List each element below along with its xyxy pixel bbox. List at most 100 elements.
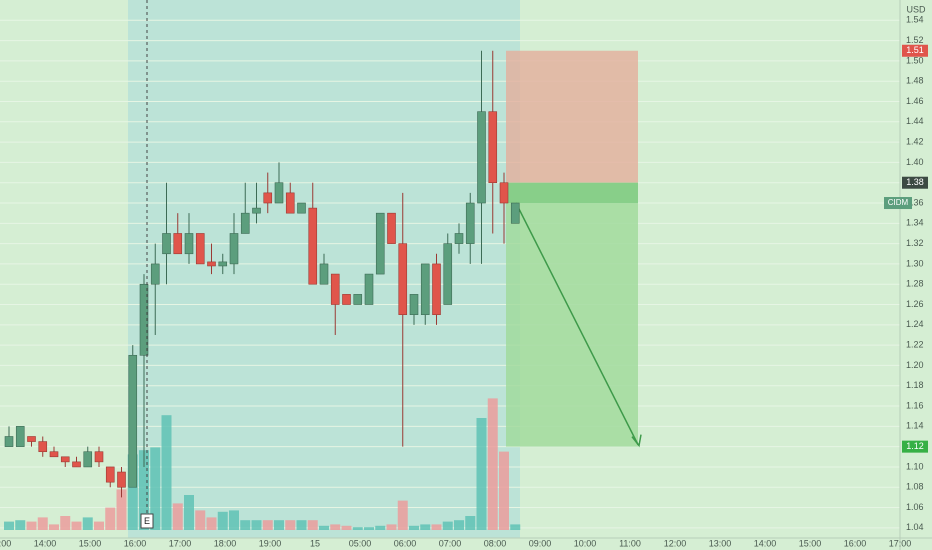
y-tick-label: 1.28 (906, 279, 924, 289)
volume-bar (307, 520, 318, 530)
y-tick-label: 1.22 (906, 340, 924, 350)
candle-body (229, 233, 239, 265)
candle-body (297, 202, 306, 214)
candle-body (285, 192, 295, 214)
entry-band (506, 182, 638, 204)
volume-bar (172, 503, 183, 530)
y-tick-label: 1.32 (906, 238, 924, 248)
candle-body (510, 202, 520, 224)
candle-body (150, 263, 160, 285)
y-tick-label: 1.44 (906, 116, 924, 126)
volume-bar (4, 521, 14, 530)
volume-bar (161, 415, 172, 530)
volume-bar (71, 521, 82, 530)
y-tick-label: 1.30 (906, 258, 924, 268)
volume-bar (420, 524, 431, 530)
volume-bar (397, 500, 408, 530)
volume-bar (262, 520, 273, 530)
y-tick-label: 1.08 (906, 482, 924, 492)
x-tick-label: 15:00 (79, 538, 102, 548)
y-tick-label: 1.48 (906, 76, 924, 86)
symbol-label: CIDM (888, 198, 909, 207)
volume-bar (442, 521, 453, 530)
y-tick-label: 1.24 (906, 319, 924, 329)
candle-body (117, 471, 126, 488)
candle-body (308, 207, 318, 285)
target-label-bg (902, 440, 928, 453)
volume-bar (206, 517, 217, 530)
volume-bar (37, 517, 48, 530)
volume-bar (499, 451, 509, 530)
volume-bar (105, 507, 116, 530)
candle-body (207, 261, 216, 267)
x-tick-label: 13:00 (0, 538, 11, 548)
volume-bar (60, 516, 71, 530)
candle-body (342, 294, 351, 305)
x-tick-label: 14:00 (754, 538, 777, 548)
volume-bar (94, 521, 104, 530)
currency-label: USD (906, 4, 926, 14)
candle-body (477, 111, 486, 204)
event-marker[interactable] (140, 513, 154, 529)
candle-body (330, 273, 340, 305)
candle-body (443, 243, 453, 305)
candle-body (454, 233, 464, 244)
y-tick-label: 1.04 (906, 522, 924, 532)
volume-bar (184, 495, 194, 530)
x-tick-label: 07:00 (439, 538, 462, 548)
entry-label: 1.38 (906, 177, 924, 187)
candle-body (38, 441, 48, 453)
candle-body (353, 294, 363, 305)
candle-body (488, 111, 498, 184)
y-tick-label: 1.40 (906, 157, 924, 167)
y-tick-label: 1.10 (906, 461, 924, 471)
volume-bar (476, 418, 487, 530)
x-tick-label: 14:00 (34, 538, 57, 548)
candle-body (162, 233, 171, 255)
volume-bar (150, 447, 161, 530)
x-tick-label: 10:00 (574, 538, 597, 548)
candle-body (218, 261, 228, 267)
volume-bar (229, 510, 239, 530)
candle-body (375, 212, 385, 275)
candle-body (240, 212, 250, 234)
x-tick-label: 15 (310, 538, 320, 548)
y-tick-label: 1.36 (906, 197, 924, 207)
x-tick-label: 19:00 (259, 538, 282, 548)
symbol-label-bg (884, 197, 912, 210)
y-tick-label: 1.14 (906, 421, 924, 431)
y-tick-label: 1.06 (906, 502, 924, 512)
x-tick-label: 17:00 (889, 538, 912, 548)
volume-bar (465, 516, 476, 530)
candle-body (15, 426, 25, 447)
candle-body (499, 182, 509, 204)
stop-zone (506, 50, 638, 183)
volume-bar (386, 524, 397, 530)
x-tick-label: 15:00 (799, 538, 822, 548)
volume-bar (330, 524, 341, 530)
entry-label-bg (902, 176, 928, 189)
volume-bar (352, 527, 363, 530)
candle-body (398, 243, 408, 315)
volume-bar (409, 525, 419, 530)
volume-bar (49, 524, 59, 530)
candle-body (94, 451, 104, 463)
volume-bar (195, 510, 206, 530)
stop-label: 1.51 (906, 45, 924, 55)
candle-body (465, 202, 475, 244)
candle-body (105, 466, 115, 483)
candle-body (387, 212, 396, 244)
volume-bar (217, 511, 228, 530)
y-tick-label: 1.34 (906, 218, 924, 228)
volume-bar (251, 520, 262, 530)
volume-bar (431, 524, 442, 530)
volume-bar (364, 527, 374, 530)
volume-bar (510, 524, 521, 530)
x-tick-label: 11:00 (619, 538, 641, 548)
candle-body (173, 233, 183, 255)
volume-bar (82, 517, 93, 530)
volume-bar (274, 520, 284, 530)
candle-body (274, 182, 284, 204)
x-tick-label: 06:00 (394, 538, 417, 548)
